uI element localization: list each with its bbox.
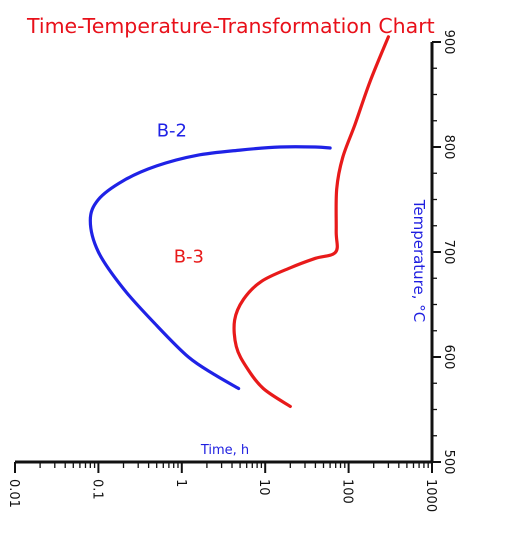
series-line-b-3: [232, 35, 390, 408]
x-tick-label: 1: [173, 479, 188, 487]
annotations-group: B-2 B-3: [157, 121, 204, 268]
y-tick-label: 700: [441, 240, 456, 265]
x-axis-ticks: 0.01 0.1 1 10 100 1000: [6, 462, 438, 512]
x-tick-label: 1000: [423, 479, 438, 512]
annotation-b-2: B-2: [157, 121, 187, 142]
y-tick-label: 500: [441, 450, 456, 475]
y-tick-label: 800: [441, 135, 456, 160]
y-tick-label: 600: [441, 345, 456, 370]
x-tick-label: 0.01: [6, 479, 21, 508]
annotation-b-3: B-3: [174, 247, 204, 268]
series-line-b-2: [88, 145, 332, 391]
y-tick-label: 900: [441, 30, 456, 55]
x-tick-label: 100: [340, 479, 355, 504]
y-axis-label: Temperature, °C: [410, 199, 428, 323]
x-tick-label: 10: [256, 479, 271, 496]
x-axis-label: Time, h: [200, 443, 249, 458]
series-group: [88, 35, 390, 408]
x-tick-label: 0.1: [89, 479, 104, 500]
y-axis-ticks: 500 600 700 800 900: [432, 30, 456, 475]
chart-title: Time-Temperature-Transformation Chart: [27, 14, 435, 38]
